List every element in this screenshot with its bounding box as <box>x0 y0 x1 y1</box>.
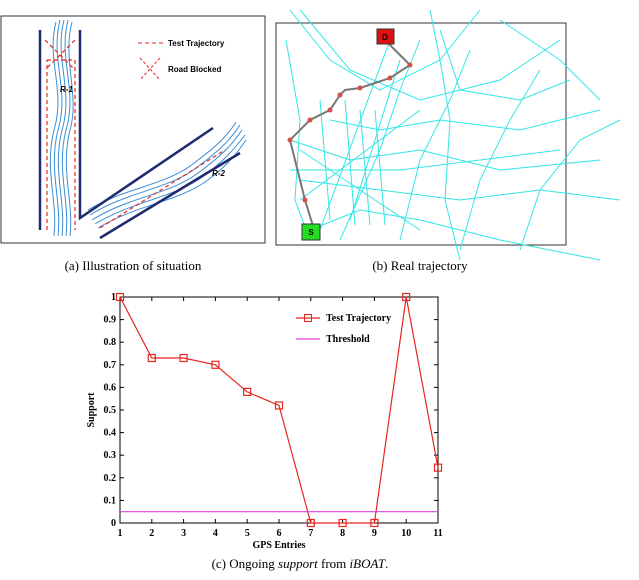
caption-part: . <box>385 556 388 571</box>
chart: 00.10.20.30.40.50.60.70.80.911 2 3 4 5 6 7 8 9 10… <box>86 292 443 551</box>
caption-part: from <box>318 556 350 571</box>
road-label: R-1 <box>60 85 73 94</box>
y-tick-label: 0.7 <box>104 360 117 371</box>
marker <box>338 518 347 528</box>
panel-b: D S <box>275 9 621 261</box>
caption: (a) Illustration of situation <box>65 258 202 273</box>
caption: (c) Ongoing support from iBOAT. <box>212 556 389 571</box>
frame <box>0 15 266 244</box>
x-tick-label: 10 <box>401 528 411 539</box>
marker <box>211 360 220 369</box>
caption: (b) Real trajectory <box>372 258 468 273</box>
caption-part: iBOAT <box>350 556 386 571</box>
y-tick-label: 0.1 <box>104 495 117 506</box>
caption-part: support <box>278 556 318 571</box>
real-path <box>288 39 412 227</box>
marker <box>243 387 252 397</box>
x-axis-label: GPS Entries <box>252 540 305 551</box>
road-network <box>285 9 621 261</box>
legend-marker <box>304 314 312 322</box>
marker <box>433 463 443 472</box>
x-tick-label: 11 <box>433 528 442 539</box>
legend-label: Threshold <box>326 334 370 345</box>
y-tick-label: 0.9 <box>104 315 117 326</box>
source-box <box>301 223 321 241</box>
y-tick-label: 0 <box>111 518 116 529</box>
y-tick-label: 0.2 <box>104 473 117 484</box>
y-tick-label: 0.8 <box>104 337 117 348</box>
panel-a: Test Trajectory Road Blocked R-1 R-2 <box>0 15 266 244</box>
marker <box>402 292 411 302</box>
marker <box>115 292 125 302</box>
y-tick-label: 0.3 <box>104 450 117 461</box>
caption-part: (c) Ongoing <box>212 556 278 571</box>
y-tick-label: 0.6 <box>104 382 117 393</box>
source-label: S <box>308 228 314 237</box>
y-axis-label: Support <box>86 392 97 428</box>
trajectories <box>49 19 247 237</box>
marker <box>306 518 315 528</box>
legend-label: Test Trajectory <box>168 39 225 48</box>
y-tick-label: 0.5 <box>104 405 117 416</box>
dest-box <box>376 28 395 45</box>
x-tick-label: 5 <box>245 528 250 539</box>
x-tick-label: 9 <box>372 528 377 539</box>
x-tick-label: 8 <box>340 528 345 539</box>
y-tick-label: 1 <box>111 292 116 303</box>
x-tick-label: 2 <box>149 528 154 539</box>
legend-label: Test Trajectory <box>326 313 391 324</box>
x-tick-label: 3 <box>181 528 186 539</box>
x-tick-label: 1 <box>118 528 123 539</box>
legend-label: Road Blocked <box>168 65 221 74</box>
legend-cross <box>139 57 161 81</box>
marker <box>370 518 379 528</box>
marker <box>274 401 284 410</box>
roads <box>38 30 241 240</box>
x-tick-label: 4 <box>213 528 218 539</box>
dest-label: D <box>382 33 388 42</box>
road-label: R-2 <box>212 169 225 178</box>
marker <box>147 353 156 363</box>
frame <box>275 22 567 246</box>
x-tick-label: 7 <box>308 528 313 539</box>
test-path <box>44 39 226 230</box>
y-tick-label: 0.4 <box>104 428 117 439</box>
series-line <box>119 296 439 524</box>
x-tick-label: 6 <box>277 528 282 539</box>
marker <box>179 353 188 363</box>
